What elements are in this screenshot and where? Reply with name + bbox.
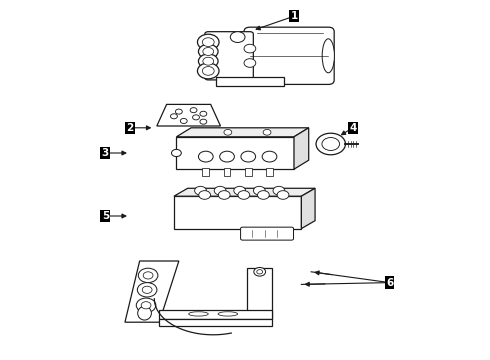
Polygon shape	[247, 268, 272, 319]
FancyBboxPatch shape	[205, 32, 253, 80]
Circle shape	[199, 191, 211, 199]
Circle shape	[277, 191, 289, 199]
Circle shape	[197, 34, 219, 50]
Circle shape	[142, 286, 152, 293]
Polygon shape	[174, 196, 301, 229]
Bar	[202, 168, 209, 176]
Bar	[216, 77, 284, 86]
Circle shape	[143, 272, 153, 279]
Circle shape	[230, 32, 245, 42]
Circle shape	[193, 115, 199, 120]
Bar	[266, 168, 273, 176]
Ellipse shape	[138, 306, 151, 320]
Circle shape	[220, 151, 234, 162]
Polygon shape	[174, 188, 315, 196]
Circle shape	[190, 108, 197, 113]
Circle shape	[316, 133, 345, 155]
Circle shape	[214, 186, 226, 195]
Circle shape	[198, 151, 213, 162]
Circle shape	[257, 270, 263, 274]
Polygon shape	[176, 137, 294, 169]
Circle shape	[136, 298, 156, 312]
Circle shape	[200, 119, 207, 124]
Circle shape	[195, 186, 206, 195]
Circle shape	[175, 109, 182, 114]
Ellipse shape	[218, 312, 238, 316]
Circle shape	[171, 114, 177, 119]
Circle shape	[203, 57, 214, 65]
Polygon shape	[159, 310, 272, 319]
Circle shape	[254, 267, 266, 276]
Polygon shape	[159, 319, 272, 326]
Text: 1: 1	[291, 11, 297, 21]
Circle shape	[244, 59, 256, 67]
Circle shape	[244, 44, 256, 53]
Circle shape	[224, 130, 232, 135]
Circle shape	[197, 63, 219, 79]
Circle shape	[241, 151, 256, 162]
Polygon shape	[301, 188, 315, 229]
Bar	[223, 168, 230, 176]
Circle shape	[234, 186, 245, 195]
Circle shape	[322, 138, 340, 150]
Ellipse shape	[322, 39, 335, 73]
Circle shape	[202, 67, 214, 75]
Circle shape	[262, 151, 277, 162]
Circle shape	[202, 38, 214, 46]
Polygon shape	[294, 128, 309, 169]
Text: 2: 2	[126, 123, 133, 133]
Polygon shape	[125, 261, 179, 322]
Circle shape	[200, 111, 207, 116]
Circle shape	[141, 302, 151, 309]
Circle shape	[273, 186, 285, 195]
Circle shape	[238, 191, 250, 199]
Circle shape	[172, 149, 181, 157]
Circle shape	[137, 283, 157, 297]
Polygon shape	[176, 128, 309, 137]
Circle shape	[180, 118, 187, 123]
Ellipse shape	[189, 312, 208, 316]
Circle shape	[258, 191, 270, 199]
Circle shape	[198, 54, 218, 68]
Circle shape	[138, 268, 158, 283]
Text: 6: 6	[386, 278, 393, 288]
Text: 3: 3	[102, 148, 109, 158]
Polygon shape	[157, 104, 220, 126]
Circle shape	[219, 191, 230, 199]
FancyBboxPatch shape	[241, 227, 294, 240]
Text: 4: 4	[349, 123, 357, 133]
FancyBboxPatch shape	[244, 27, 334, 85]
Circle shape	[253, 186, 265, 195]
Circle shape	[263, 130, 271, 135]
Text: 5: 5	[102, 211, 109, 221]
Bar	[245, 168, 252, 176]
Circle shape	[203, 48, 214, 55]
Circle shape	[198, 44, 218, 59]
